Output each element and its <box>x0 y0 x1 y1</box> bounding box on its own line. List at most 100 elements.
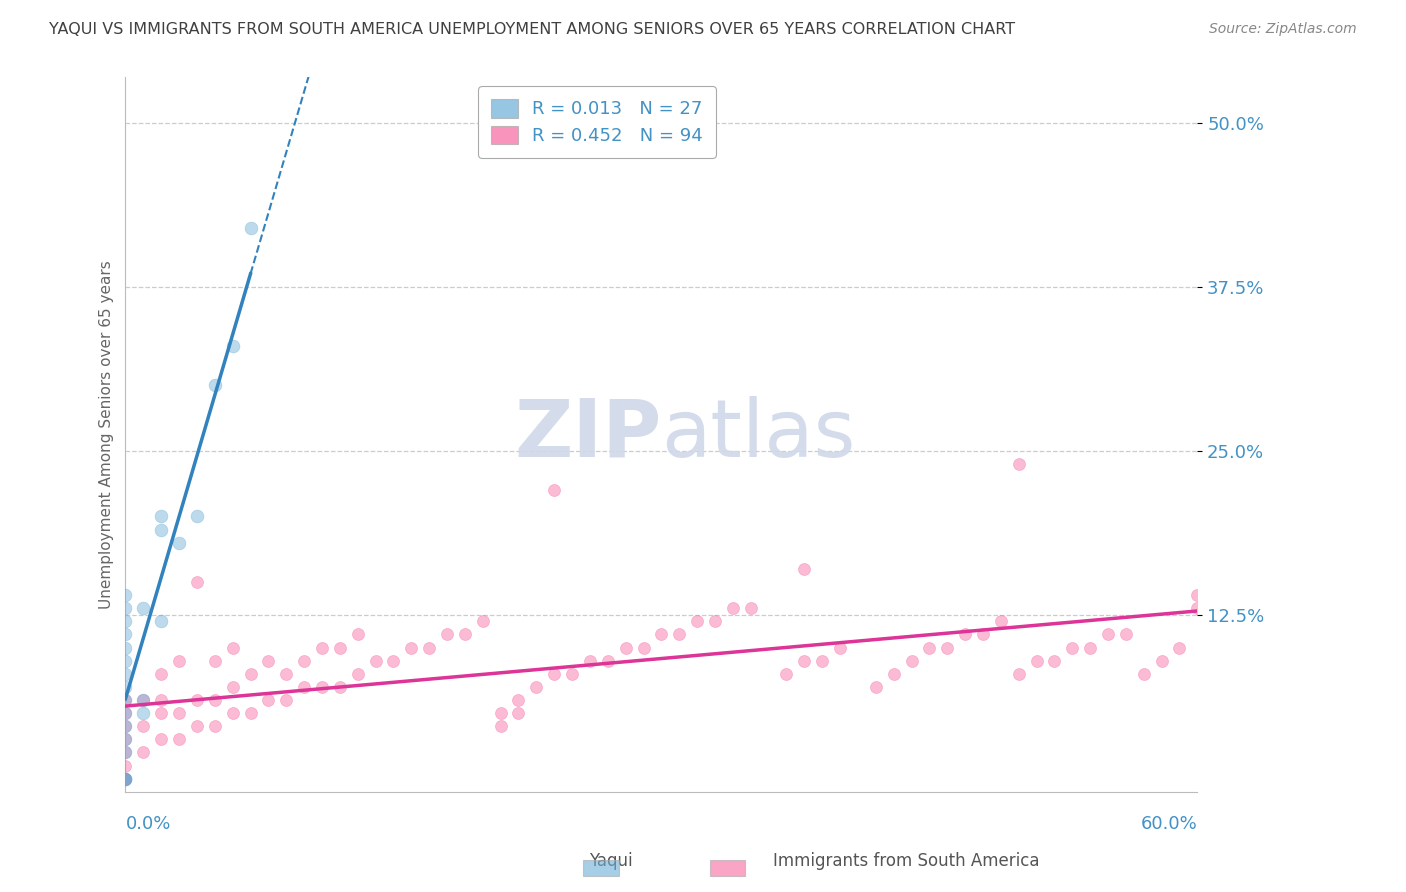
Point <box>596 654 619 668</box>
Point <box>239 666 262 681</box>
Point <box>114 693 136 707</box>
Point <box>579 654 602 668</box>
Point <box>221 339 243 353</box>
Point <box>508 706 530 720</box>
Text: 60.0%: 60.0% <box>1140 815 1198 833</box>
Point <box>543 483 565 498</box>
Point <box>990 615 1012 629</box>
Point <box>1187 601 1209 615</box>
Point <box>633 640 655 655</box>
Point <box>1062 640 1084 655</box>
Point <box>114 719 136 733</box>
Point <box>471 615 494 629</box>
Point <box>114 588 136 602</box>
Point <box>436 627 458 641</box>
Point <box>775 666 797 681</box>
Point <box>114 640 136 655</box>
Point <box>167 535 190 549</box>
Point <box>204 693 226 707</box>
Point <box>132 706 155 720</box>
Point <box>329 680 352 694</box>
Point <box>204 654 226 668</box>
Y-axis label: Unemployment Among Seniors over 65 years: Unemployment Among Seniors over 65 years <box>100 260 114 609</box>
Point <box>186 509 208 524</box>
Point <box>614 640 637 655</box>
Point <box>167 654 190 668</box>
Point <box>311 680 333 694</box>
Text: YAQUI VS IMMIGRANTS FROM SOUTH AMERICA UNEMPLOYMENT AMONG SENIORS OVER 65 YEARS : YAQUI VS IMMIGRANTS FROM SOUTH AMERICA U… <box>49 22 1015 37</box>
Point <box>114 772 136 786</box>
Point <box>114 772 136 786</box>
Point <box>668 627 690 641</box>
Point <box>276 666 298 681</box>
Point <box>114 745 136 759</box>
Point <box>292 680 315 694</box>
Point <box>114 627 136 641</box>
Point <box>704 615 727 629</box>
Point <box>114 719 136 733</box>
Point <box>114 772 136 786</box>
Point <box>114 772 136 786</box>
Point <box>1097 627 1119 641</box>
Point <box>1187 588 1209 602</box>
Point <box>936 640 959 655</box>
Point <box>239 221 262 235</box>
Point <box>150 509 173 524</box>
Point <box>329 640 352 655</box>
Point <box>953 627 976 641</box>
Point <box>150 666 173 681</box>
Text: Source: ZipAtlas.com: Source: ZipAtlas.com <box>1209 22 1357 37</box>
Point <box>489 706 512 720</box>
Point <box>204 719 226 733</box>
Point <box>543 666 565 681</box>
Point <box>114 706 136 720</box>
Point <box>1008 666 1031 681</box>
Point <box>257 654 280 668</box>
Point <box>150 732 173 747</box>
Point <box>221 640 243 655</box>
Point <box>114 732 136 747</box>
Point <box>883 666 905 681</box>
Point <box>114 654 136 668</box>
Point <box>382 654 405 668</box>
Point <box>454 627 477 641</box>
Point <box>257 693 280 707</box>
Point <box>114 732 136 747</box>
Point <box>167 706 190 720</box>
Point <box>489 719 512 733</box>
Point <box>150 523 173 537</box>
Point <box>1115 627 1137 641</box>
Point <box>276 693 298 707</box>
Point <box>221 680 243 694</box>
Point <box>364 654 387 668</box>
Point <box>828 640 851 655</box>
Point <box>793 562 815 576</box>
Text: ZIP: ZIP <box>515 395 661 474</box>
Point <box>132 693 155 707</box>
Point <box>972 627 994 641</box>
Point <box>239 706 262 720</box>
Point <box>900 654 922 668</box>
Point <box>114 666 136 681</box>
Point <box>204 378 226 392</box>
Point <box>721 601 744 615</box>
Point <box>114 772 136 786</box>
Point <box>114 758 136 772</box>
Point <box>418 640 440 655</box>
Legend: R = 0.013   N = 27, R = 0.452   N = 94: R = 0.013 N = 27, R = 0.452 N = 94 <box>478 87 716 158</box>
Point <box>346 666 368 681</box>
Point <box>401 640 423 655</box>
Point <box>186 693 208 707</box>
Point <box>1078 640 1101 655</box>
Text: Yaqui: Yaqui <box>589 852 633 870</box>
Point <box>132 719 155 733</box>
Point <box>150 693 173 707</box>
Point <box>150 706 173 720</box>
Point <box>186 574 208 589</box>
Point <box>114 706 136 720</box>
Point <box>311 640 333 655</box>
Point <box>292 654 315 668</box>
Point <box>346 627 368 641</box>
Point <box>114 615 136 629</box>
Point <box>167 732 190 747</box>
